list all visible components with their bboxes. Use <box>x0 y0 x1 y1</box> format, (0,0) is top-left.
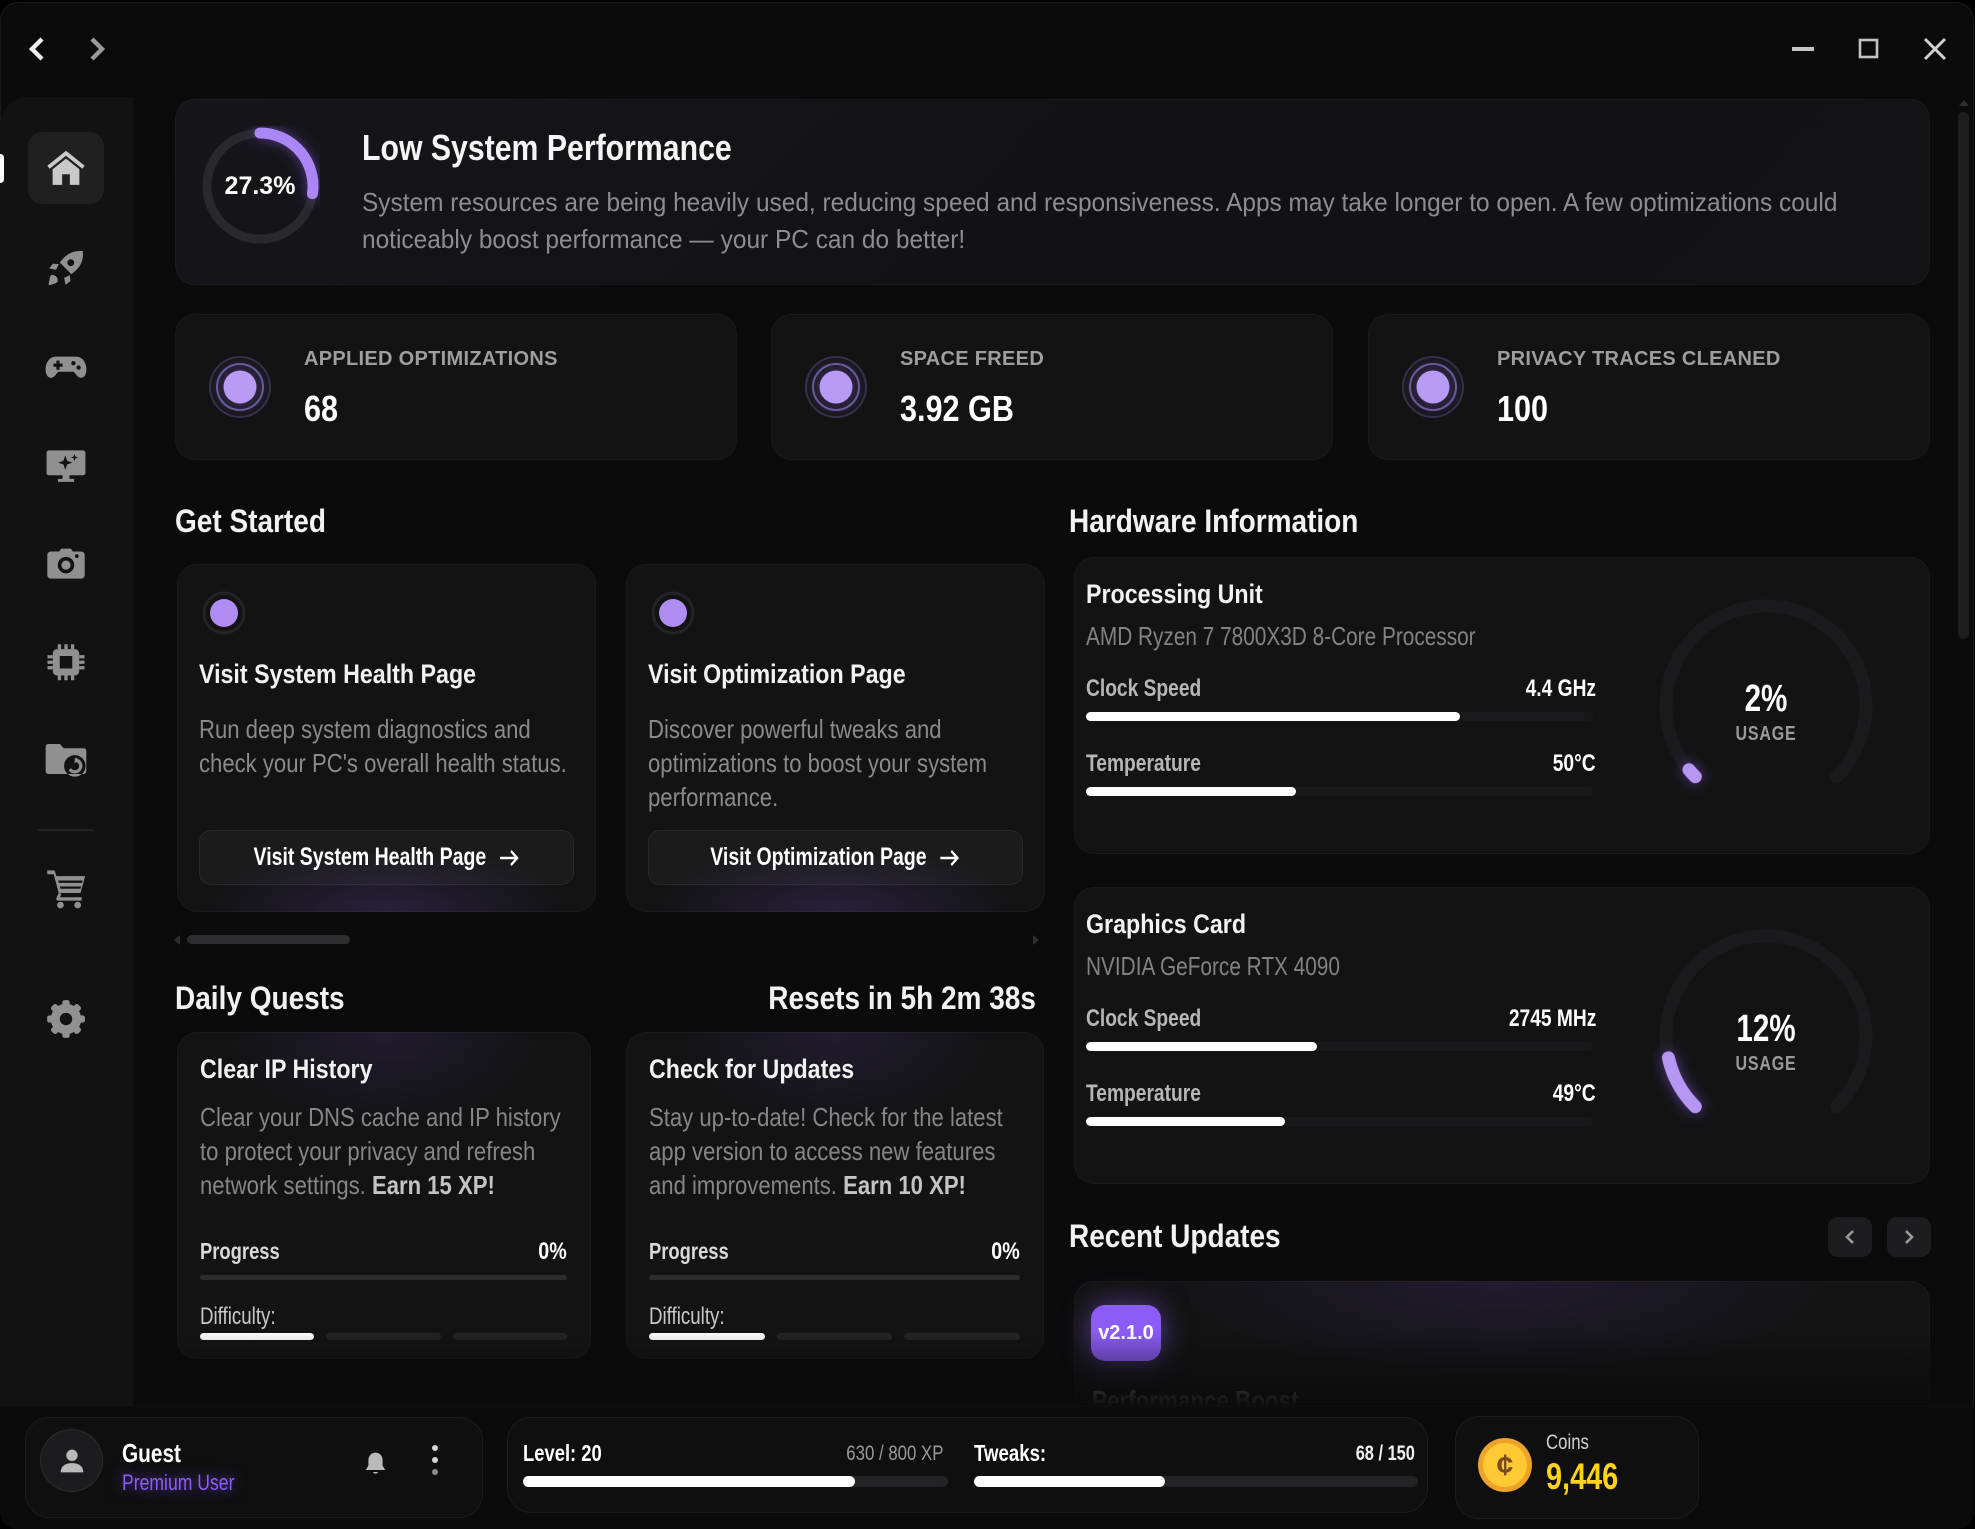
svg-text:¢: ¢ <box>1497 1449 1514 1482</box>
